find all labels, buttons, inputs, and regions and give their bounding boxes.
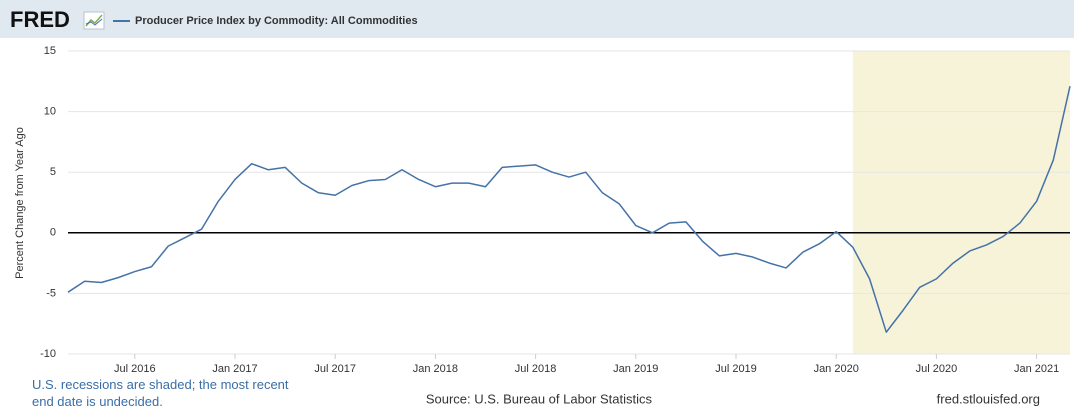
x-tick-label: Jul 2020 — [916, 363, 958, 375]
x-tick-label: Jan 2019 — [613, 363, 658, 375]
x-tick-label: Jul 2016 — [114, 363, 156, 375]
y-tick-label: -10 — [40, 348, 56, 360]
x-tick-label: Jul 2017 — [314, 363, 356, 375]
logo: FRED — [10, 7, 70, 32]
line-series — [67, 85, 1071, 333]
y-tick-label: 15 — [44, 45, 56, 57]
header-bar — [0, 0, 1074, 38]
x-tick-label: Jan 2018 — [413, 363, 458, 375]
x-tick-label: Jan 2017 — [212, 363, 257, 375]
y-tick-label: 10 — [44, 106, 56, 118]
x-tick-label: Jan 2020 — [814, 363, 859, 375]
y-tick-label: 0 — [50, 227, 56, 239]
y-axis-title: Percent Change from Year Ago — [14, 127, 26, 279]
source: Source: U.S. Bureau of Labor Statistics — [426, 391, 653, 406]
x-tick-label: Jul 2019 — [715, 363, 757, 375]
recession-note: U.S. recessions are shaded; the most rec… — [32, 377, 289, 409]
x-tick-label: Jan 2021 — [1014, 363, 1059, 375]
y-tick-label: -5 — [46, 287, 56, 299]
recession-shade — [852, 51, 1070, 354]
logo-icon — [83, 11, 105, 30]
y-tick-label: 5 — [50, 166, 56, 178]
site: fred.stlouisfed.org — [937, 391, 1040, 406]
legend-label: Producer Price Index by Commodity: All C… — [135, 15, 418, 27]
x-tick-label: Jul 2018 — [515, 363, 557, 375]
